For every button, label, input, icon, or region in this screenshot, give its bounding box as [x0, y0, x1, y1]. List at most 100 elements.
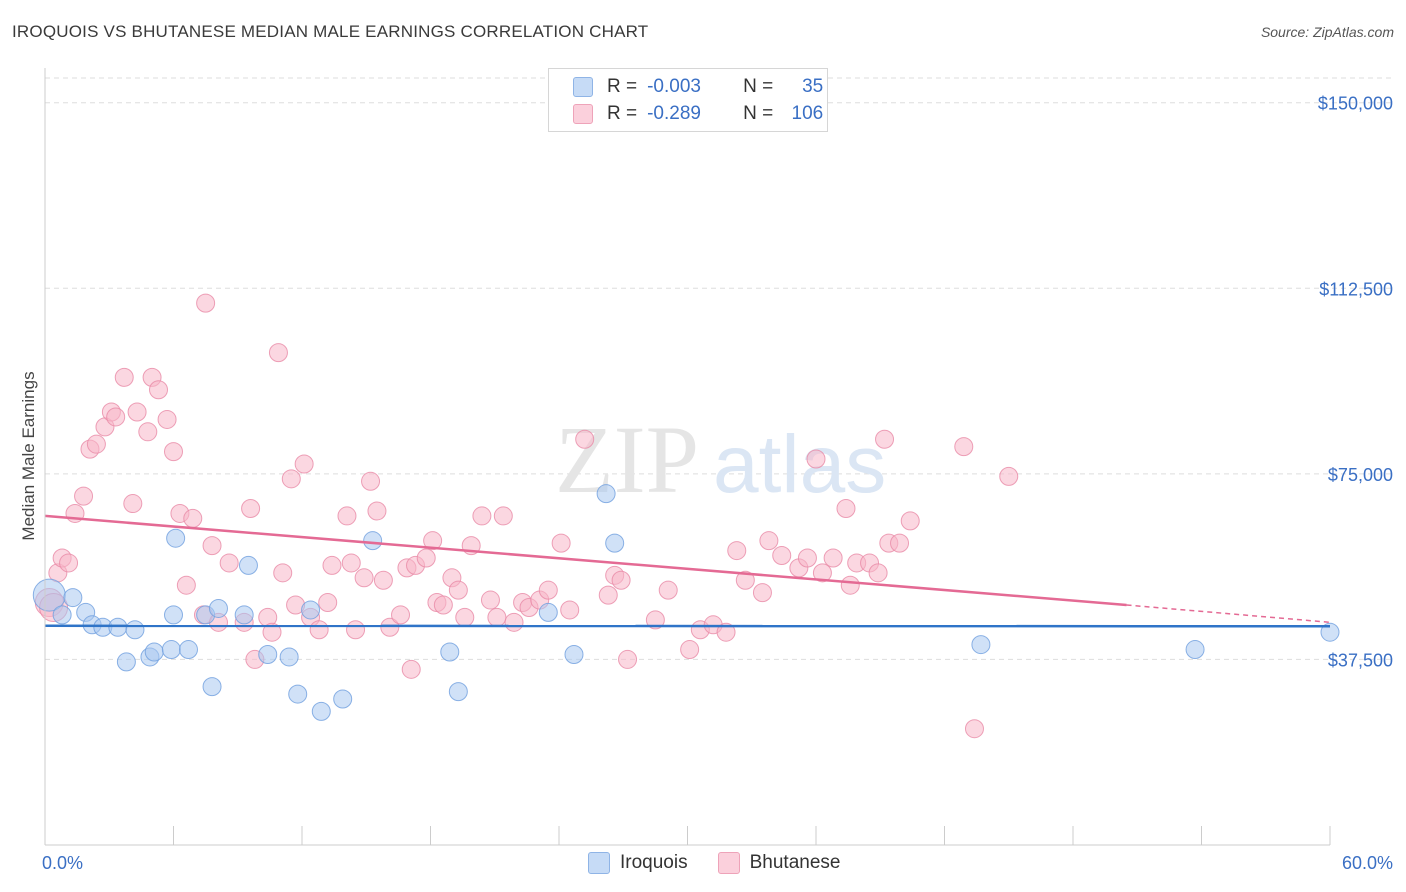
bhutanese-point — [716, 622, 736, 642]
iroquois-point — [971, 635, 991, 655]
bhutanese-point — [772, 546, 792, 566]
watermark-atlas: atlas — [713, 419, 886, 510]
bhutanese-point — [309, 620, 329, 640]
bhutanese-point — [680, 640, 700, 660]
iroquois-point — [63, 588, 83, 608]
bhutanese-point — [727, 541, 747, 561]
bhutanese-point — [106, 407, 126, 427]
bhutanese-point — [575, 429, 595, 449]
iroquois-point — [564, 644, 584, 664]
legend-row-iroquois: R = -0.003 N = 35 — [573, 75, 823, 99]
bhutanese-point — [611, 570, 631, 590]
bhutanese-point — [157, 409, 177, 429]
bhutanese-point — [823, 548, 843, 568]
y-tick-label: $112,500 — [1319, 279, 1393, 299]
legend-swatch-bhutanese — [573, 104, 593, 124]
bhutanese-point — [219, 553, 239, 573]
iroquois-point — [440, 642, 460, 662]
bhutanese-point — [806, 449, 826, 469]
iroquois-point — [301, 600, 321, 620]
bhutanese-point — [74, 486, 94, 506]
legend-r-label: R = — [607, 103, 638, 124]
bhutanese-point — [954, 437, 974, 457]
bhutanese-point — [373, 570, 393, 590]
iroquois-point — [363, 531, 383, 551]
bhutanese-point — [812, 563, 832, 583]
iroquois-point — [596, 484, 616, 504]
bhutanese-point — [123, 494, 143, 514]
bhutanese-point — [391, 605, 411, 625]
bhutanese-point — [337, 506, 357, 526]
bhutanese-point — [341, 553, 361, 573]
iroquois-point — [448, 682, 468, 702]
bhutanese-point — [964, 719, 984, 739]
iroquois-point — [161, 640, 181, 660]
iroquois-point — [144, 642, 164, 662]
bhutanese-point — [538, 580, 558, 600]
bhutanese-point — [401, 659, 421, 679]
bhutanese-point — [868, 563, 888, 583]
bhutanese-point — [241, 499, 261, 519]
bhutanese-point — [645, 610, 665, 630]
legend-n-label: N = — [743, 76, 774, 97]
iroquois-point — [288, 684, 308, 704]
bottom-legend-iroquois: Iroquois — [588, 852, 688, 874]
y-axis-label: Median Male Earnings — [19, 371, 38, 540]
bhutanese-point — [658, 580, 678, 600]
iroquois-point — [538, 602, 558, 622]
bhutanese-point — [196, 293, 216, 313]
chart-title: IROQUOIS VS BHUTANESE MEDIAN MALE EARNIN… — [12, 22, 649, 41]
iroquois-point — [202, 677, 222, 697]
bhutanese-point — [262, 622, 282, 642]
bhutanese-point — [598, 585, 618, 605]
legend-n-value: 106 — [791, 103, 824, 124]
bhutanese-point — [273, 563, 293, 583]
bhutanese-point — [487, 607, 507, 627]
iroquois-point — [279, 647, 299, 667]
iroquois-point — [166, 528, 186, 548]
iroquois-point — [238, 555, 258, 575]
bhutanese-point — [86, 434, 106, 454]
y-tick-label: $150,000 — [1318, 94, 1393, 114]
legend: R = -0.003 N = 35 R = -0.289 N = 106 — [548, 68, 828, 132]
bhutanese-point — [183, 508, 203, 528]
bhutanese-point — [560, 600, 580, 620]
bhutanese-point — [472, 506, 492, 526]
axis-layer: $37,500 $75,000 $112,500 $150,000 — [44, 68, 1393, 846]
bhutanese-point — [480, 590, 500, 610]
bottom-legend-swatch-iroquois — [588, 852, 610, 874]
bhutanese-point — [268, 343, 288, 363]
bottom-legend-swatch-bhutanese — [717, 852, 740, 874]
bhutanese-point — [493, 506, 513, 526]
bhutanese-point — [455, 607, 475, 627]
bhutanese-point — [354, 568, 374, 588]
bhutanese-point — [551, 533, 571, 553]
iroquois-point — [234, 605, 254, 625]
iroquois-point — [116, 652, 136, 672]
iroquois-point — [178, 640, 198, 660]
iroquois-point — [108, 617, 128, 637]
bhutanese-point — [380, 617, 400, 637]
bottom-legend-label-iroquois: Iroquois — [620, 852, 688, 873]
iroquois-point — [605, 533, 625, 553]
iroquois-point — [1320, 622, 1340, 642]
bhutanese-point — [448, 580, 468, 600]
bhutanese-point — [416, 548, 436, 568]
iroquois-point — [52, 605, 72, 625]
bottom-legend-bhutanese: Bhutanese — [717, 852, 840, 874]
iroquois-point — [208, 598, 228, 618]
bhutanese-point — [999, 466, 1019, 486]
iroquois-point — [1185, 640, 1205, 660]
bhutanese-point — [797, 548, 817, 568]
iroquois-point — [333, 689, 353, 709]
bhutanese-point — [618, 649, 638, 669]
bhutanese-point — [890, 533, 910, 553]
bhutanese-point — [114, 367, 134, 387]
y-tick-label: $75,000 — [1328, 465, 1393, 485]
bhutanese-point — [318, 593, 338, 613]
bhutanese-point — [433, 595, 453, 615]
bhutanese-point — [423, 531, 443, 551]
bhutanese-point — [840, 575, 860, 595]
legend-r-value: -0.003 — [647, 76, 701, 97]
